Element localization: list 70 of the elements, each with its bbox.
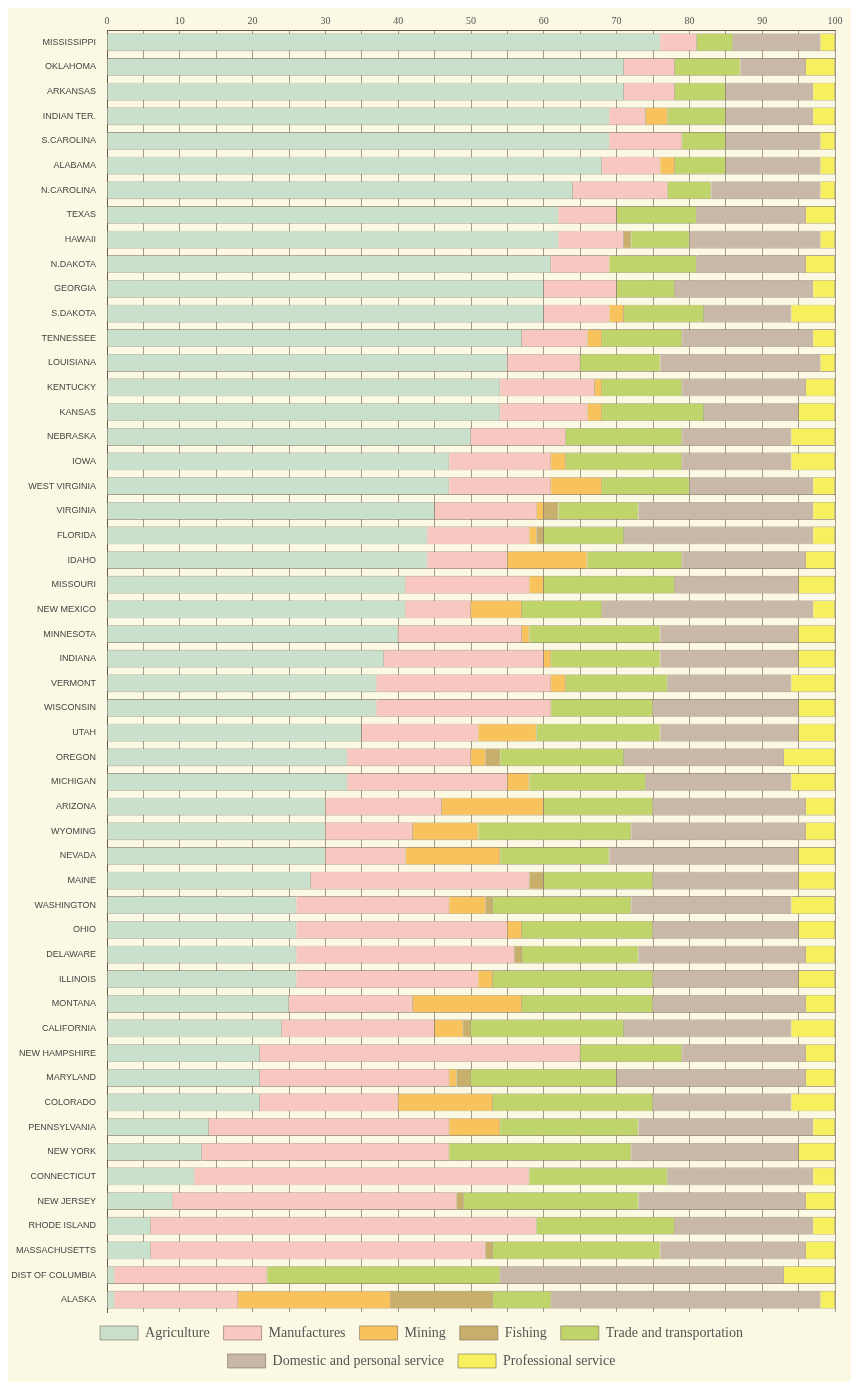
y-tick-label: FLORIDA <box>56 529 97 540</box>
legend-label: Fishing <box>504 1324 547 1340</box>
y-tick-label: GEORGIA <box>53 283 97 294</box>
x-tick-label: 20 <box>247 14 258 26</box>
y-tick-label: TENNESSEE <box>41 332 97 343</box>
y-tick-label: S.CAROLINA <box>41 135 97 146</box>
y-tick-label: MISSISSIPPI <box>42 36 97 47</box>
y-tick-label: MINNESOTA <box>43 628 97 639</box>
legend-label: Mining <box>404 1324 446 1340</box>
y-tick-label: KENTUCKY <box>46 381 97 392</box>
y-tick-label: ARKANSAS <box>46 86 97 97</box>
y-tick-label: NEW JERSEY <box>37 1195 97 1206</box>
y-tick-label: IDAHO <box>67 554 97 565</box>
y-tick-label: ALABAMA <box>53 160 97 171</box>
y-tick-label: UTAH <box>72 727 97 738</box>
y-tick-label: ALASKA <box>60 1294 97 1305</box>
y-tick-label: WASHINGTON <box>34 899 97 910</box>
y-tick-label: IOWA <box>72 455 97 466</box>
legend-label: Professional service <box>503 1352 616 1368</box>
y-tick-label: COLORADO <box>44 1096 97 1107</box>
x-tick-label: 90 <box>757 14 768 26</box>
y-tick-label: OHIO <box>72 924 97 935</box>
y-tick-label: INDIANA <box>59 653 97 664</box>
y-tick-label: NEW MEXICO <box>36 603 97 614</box>
legend-label: Trade and transportation <box>605 1324 743 1340</box>
y-tick-label: PENNSYLVANIA <box>28 1121 97 1132</box>
x-tick-label: 10 <box>174 14 185 26</box>
y-tick-label: MARYLAND <box>46 1072 97 1083</box>
legend-label: Domestic and personal service <box>272 1352 445 1368</box>
x-tick-label: 0 <box>104 14 110 26</box>
y-tick-label: OREGON <box>55 751 97 762</box>
y-tick-label: NEVADA <box>59 850 97 861</box>
y-tick-label: MONTANA <box>51 998 97 1009</box>
y-tick-label: WISCONSIN <box>43 702 97 713</box>
y-tick-label: MISSOURI <box>51 579 97 590</box>
x-tick-label: 100 <box>827 14 843 26</box>
y-tick-label: WYOMING <box>51 825 97 836</box>
y-tick-label: VIRGINIA <box>56 505 97 516</box>
y-tick-label: N.DAKOTA <box>50 258 97 269</box>
y-tick-label: INDIAN TER. <box>42 110 97 121</box>
x-tick-label: 40 <box>393 14 404 26</box>
y-tick-label: OKLAHOMA <box>44 61 97 72</box>
x-tick-label: 70 <box>611 14 622 26</box>
y-tick-label: ARIZONA <box>55 801 97 812</box>
y-tick-label: VERMONT <box>51 677 97 688</box>
y-tick-label: CALIFORNIA <box>41 1022 97 1033</box>
y-tick-label: ILLINOIS <box>58 973 97 984</box>
y-tick-label: NEW YORK <box>47 1146 97 1157</box>
y-tick-label: S.DAKOTA <box>51 308 97 318</box>
x-tick-label: 60 <box>538 14 549 26</box>
y-tick-label: NEW HAMPSHIRE <box>18 1047 97 1058</box>
x-tick-label: 80 <box>684 14 695 26</box>
y-tick-label: MICHIGAN <box>51 776 97 787</box>
legend-label: Manufactures <box>268 1324 346 1340</box>
y-tick-label: MAINE <box>67 875 97 886</box>
y-tick-label: LOUISIANA <box>47 357 97 368</box>
y-tick-label: TEXAS <box>66 209 97 220</box>
legend-label: Agriculture <box>145 1324 210 1340</box>
y-tick-label: CONNECTICUT <box>30 1170 97 1181</box>
y-tick-label: KANSAS <box>59 406 97 417</box>
y-tick-label: NEBRASKA <box>46 431 97 442</box>
y-tick-label: DIST OF COLUMBIA <box>11 1269 97 1280</box>
y-tick-label: N.CAROLINA <box>40 184 97 195</box>
y-tick-label: RHODE ISLAND <box>28 1220 97 1231</box>
y-tick-label: WEST VIRGINIA <box>28 480 97 491</box>
y-tick-label: HAWAII <box>64 234 97 245</box>
x-tick-label: 30 <box>320 14 331 26</box>
y-tick-label: DELAWARE <box>46 949 97 959</box>
y-tick-label: MASSACHUSETTS <box>15 1244 97 1255</box>
x-tick-label: 50 <box>466 14 476 26</box>
